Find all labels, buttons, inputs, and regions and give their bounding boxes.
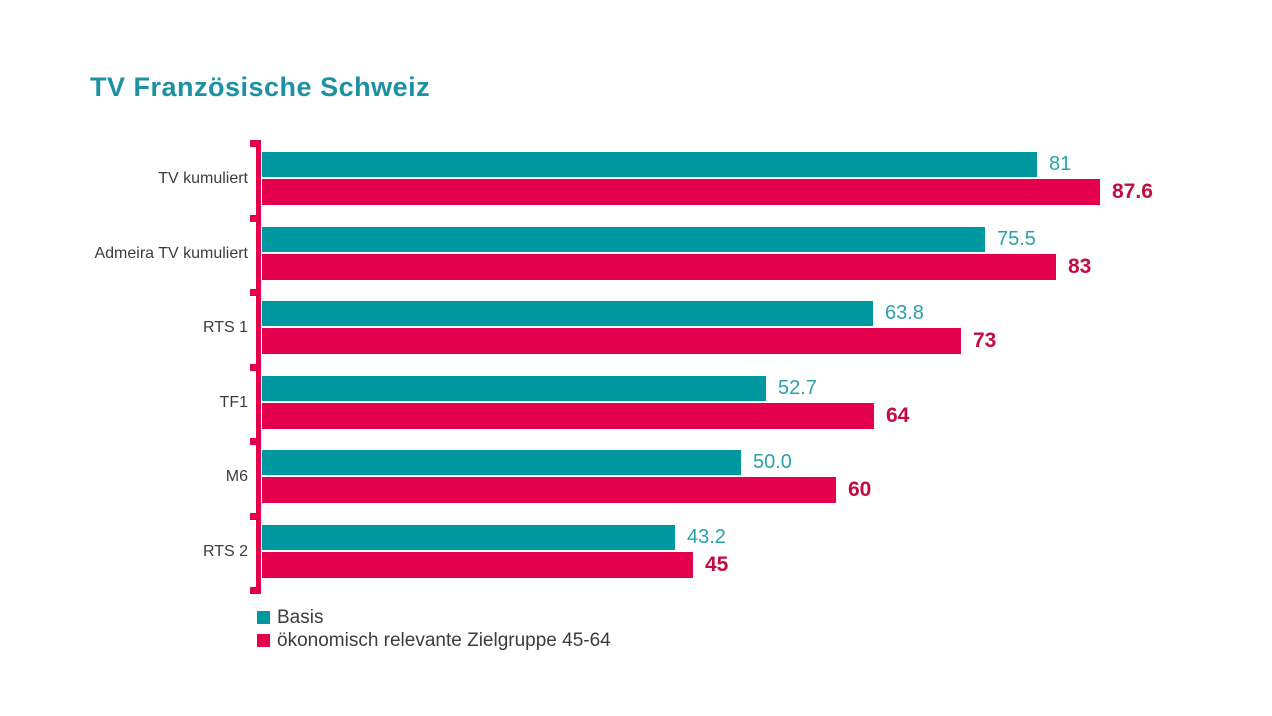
- legend-item-basis: Basis: [257, 606, 611, 629]
- bar-value-label: 52.7: [778, 376, 817, 399]
- axis-tick: [250, 214, 261, 222]
- axis-tick: [250, 512, 261, 520]
- legend-item-ziel: ökonomisch relevante Zielgruppe 45-64: [257, 629, 611, 652]
- bar-basis-0: [262, 152, 1037, 177]
- bar-value-label: 73: [973, 329, 997, 352]
- bar-ziel-1: [262, 253, 1056, 280]
- bar-value-label: 83: [1068, 254, 1092, 278]
- bar-value-label: 64: [886, 403, 910, 427]
- axis-tick: [250, 438, 261, 445]
- axis-tick: [250, 587, 261, 594]
- bar-ziel-5: [262, 551, 693, 578]
- bar-basis-2: [262, 301, 873, 326]
- bar-value-label: 63.8: [885, 302, 924, 324]
- category-label: TV kumuliert: [158, 170, 248, 187]
- legend-label: Basis: [277, 606, 324, 628]
- bar-ziel-0: [262, 179, 1100, 205]
- bar-basis-3: [262, 375, 766, 401]
- axis-tick: [250, 140, 261, 147]
- bar-basis-4: [262, 450, 741, 475]
- bar-value-label: 43.2: [687, 525, 726, 548]
- bar-ziel-4: [262, 477, 836, 503]
- category-label: Admeira TV kumuliert: [94, 244, 248, 262]
- chart-title: TV Französische Schweiz: [90, 72, 431, 102]
- category-label: RTS 2: [202, 542, 248, 560]
- bar-value-label: 87.6: [1112, 180, 1153, 203]
- category-label: TF1: [219, 393, 248, 411]
- bar-value-label: 50.0: [753, 451, 792, 473]
- bar-value-label: 75.5: [997, 227, 1036, 250]
- axis-tick: [250, 363, 261, 371]
- bar-value-label: 81: [1049, 153, 1072, 175]
- category-label: RTS 1: [202, 319, 248, 336]
- category-label: M6: [225, 468, 248, 485]
- bar-ziel-3: [262, 402, 874, 429]
- bar-basis-1: [262, 226, 985, 252]
- legend-swatch-icon: [257, 634, 270, 647]
- axis-tick: [250, 289, 261, 296]
- legend-swatch-icon: [257, 611, 270, 624]
- bar-chart-plot-area: TV kumuliert Admeira TV kumuliert RTS 1 TF1…: [0, 140, 1272, 594]
- bar-basis-5: [262, 524, 675, 550]
- legend: Basis ökonomisch relevante Zielgruppe 45-…: [257, 606, 611, 652]
- bar-value-label: 60: [848, 478, 872, 501]
- bar-value-label: 45: [705, 552, 729, 576]
- bar-ziel-2: [262, 328, 961, 354]
- legend-label: ökonomisch relevante Zielgruppe 45-64: [277, 629, 611, 651]
